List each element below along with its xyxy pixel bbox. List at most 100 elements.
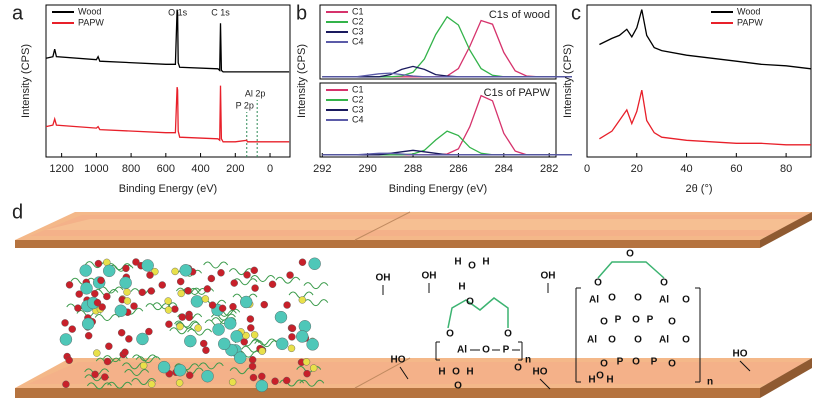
plank-edge: [15, 388, 760, 398]
side-chain: [187, 328, 213, 336]
atom: [274, 310, 288, 324]
atom: [201, 370, 214, 383]
atom: [136, 332, 149, 346]
chemical-label: O: [504, 329, 512, 340]
chemical-label: Al: [659, 335, 669, 346]
chemical-label: O: [632, 357, 640, 368]
atom: [246, 315, 255, 323]
side-chain: [98, 286, 124, 294]
atom: [164, 297, 172, 305]
x-axis-title: Binding Energy (eV): [389, 183, 487, 195]
y-axis-title: Intensity (CPS): [296, 44, 308, 118]
atom: [147, 287, 155, 295]
panel-label: b: [296, 2, 307, 24]
series-line: [322, 72, 572, 78]
y-axis-title: Intensity (CPS): [562, 44, 574, 118]
atom: [271, 377, 279, 385]
plot-frame: [319, 4, 557, 80]
legend-label: C1: [352, 84, 364, 94]
atom: [176, 277, 185, 286]
atom: [80, 282, 93, 295]
chemical-label: O: [596, 371, 604, 382]
atom: [98, 303, 106, 311]
chemical-bonds: [382, 261, 751, 390]
atom: [103, 264, 116, 278]
bracket: [435, 341, 523, 361]
side-chain: [174, 320, 199, 328]
legend-label: Wood: [737, 6, 760, 16]
x-tick-label: 1200: [49, 163, 73, 175]
peak-annotation: O 1s: [168, 7, 188, 17]
x-axis-title: Binding Energy (eV): [119, 183, 217, 195]
atom: [176, 322, 184, 331]
atom: [121, 348, 129, 357]
legend-label: C1: [352, 6, 364, 16]
atom: [171, 305, 179, 313]
x-tick-label: 0: [584, 163, 590, 175]
atom: [177, 289, 185, 298]
x-tick-label: 80: [780, 163, 792, 175]
x-tick-label: 1000: [84, 163, 108, 175]
atom: [228, 378, 237, 386]
atom: [201, 295, 210, 303]
atom: [68, 325, 76, 333]
reference-label: Al 2p: [245, 88, 266, 98]
atom: [81, 317, 95, 331]
atom: [298, 296, 307, 304]
atom: [130, 302, 138, 310]
chemical-label: HO: [533, 367, 548, 378]
chemical-label: O: [668, 359, 676, 370]
atom: [229, 302, 237, 311]
wood-planks: [15, 211, 812, 398]
atom: [230, 330, 243, 343]
x-tick-label: 284: [495, 163, 513, 175]
atom: [119, 276, 132, 289]
chemical-label: H: [588, 375, 595, 386]
atom: [249, 373, 258, 382]
atom: [240, 295, 253, 309]
chemical-label: Al: [589, 295, 599, 306]
atom: [302, 358, 311, 366]
atom: [61, 319, 69, 327]
side-chain: [299, 379, 325, 387]
atom: [141, 259, 154, 272]
atom: [287, 344, 296, 353]
atom: [157, 360, 171, 374]
x-tick-label: 800: [122, 163, 140, 175]
side-chain: [124, 369, 150, 377]
plank-seam: [354, 211, 411, 241]
chemical-label: O: [660, 278, 668, 289]
chemical-label: O: [682, 335, 690, 346]
chemical-label: O: [446, 329, 454, 340]
atom: [303, 369, 311, 378]
atom: [190, 295, 204, 308]
side-chain: [250, 274, 276, 282]
chemical-label: O: [468, 261, 476, 272]
charts: a Intensity (CPS) Binding Energy (eV) 1200 1…: [12, 2, 812, 195]
atom: [146, 271, 154, 279]
atom: [218, 304, 227, 313]
chemical-label: OH: [422, 271, 437, 282]
chemical-label: H: [466, 367, 473, 378]
chemical-label: H: [458, 282, 465, 293]
atom: [207, 274, 216, 283]
plank-edge: [15, 240, 760, 248]
side-chain: [203, 261, 229, 269]
chemical-label: O: [514, 363, 522, 374]
x-tick-label: 200: [226, 163, 244, 175]
atom: [283, 376, 291, 385]
side-chain: [228, 268, 254, 276]
atom: [186, 371, 194, 380]
atom: [114, 304, 128, 317]
atom: [138, 288, 146, 297]
x-tick-label: 0: [267, 163, 273, 175]
legend-label: C2: [352, 16, 364, 26]
atom: [173, 364, 187, 377]
side-chain: [86, 382, 112, 390]
x-tick-label: 40: [680, 163, 692, 175]
atom: [217, 269, 225, 277]
atom: [122, 264, 130, 273]
atom: [185, 313, 193, 322]
atom: [84, 331, 93, 340]
